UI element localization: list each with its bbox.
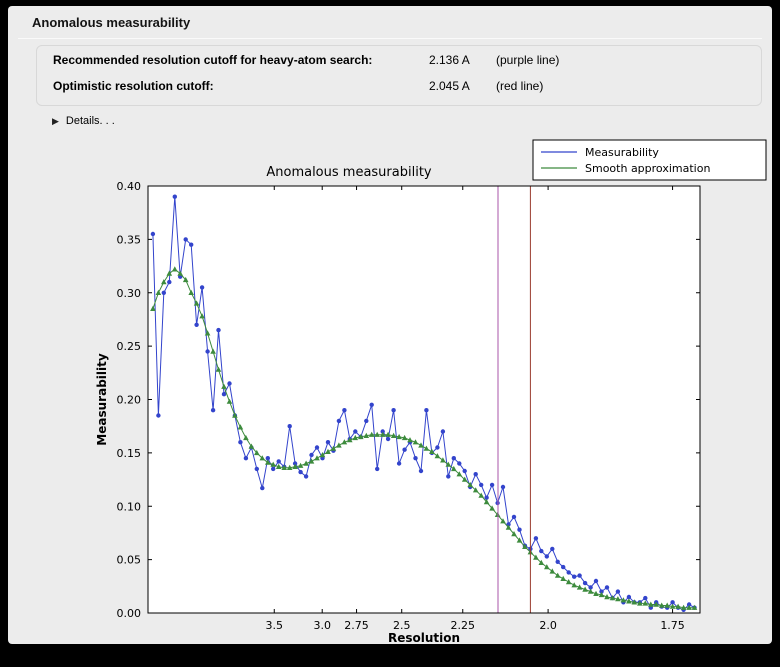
x-axis-label: Resolution bbox=[388, 631, 460, 642]
disclosure-triangle-icon[interactable]: ▶ bbox=[52, 115, 59, 126]
x-tick-label: 2.75 bbox=[344, 619, 369, 632]
recommended-cutoff-note: (purple line) bbox=[496, 53, 560, 67]
x-axis: 3.5 3.0 2.75 2.5 2.25 2.0 1.75 bbox=[266, 186, 685, 632]
y-axis-label: Measurability bbox=[95, 353, 109, 446]
recommended-cutoff-row: Recommended resolution cutoff for heavy-… bbox=[37, 53, 761, 73]
y-axis: 0.00 0.05 0.10 0.15 0.20 0.25 0.30 0.35 0.40 bbox=[117, 180, 700, 620]
y-tick-label: 0.05 bbox=[117, 554, 142, 567]
y-tick-label: 0.15 bbox=[117, 447, 142, 460]
legend-label: Measurability bbox=[585, 146, 659, 159]
chart-legend: Measurability Smooth approximation bbox=[532, 139, 767, 181]
x-tick-label: 1.75 bbox=[660, 619, 685, 632]
panel-title: Anomalous measurability bbox=[32, 15, 191, 30]
optimistic-cutoff-label: Optimistic resolution cutoff: bbox=[53, 79, 214, 93]
y-tick-label: 0.10 bbox=[117, 500, 142, 513]
anomalous-measurability-chart: 0.000.050.100.150.200.250.300.350.403.5 3… bbox=[95, 139, 767, 642]
x-tick-label: 2.5 bbox=[393, 619, 411, 632]
cutoff-info-box: Recommended resolution cutoff for heavy-… bbox=[36, 45, 762, 106]
y-tick-label: 0.00 bbox=[117, 607, 142, 620]
optimistic-cutoff-note: (red line) bbox=[496, 79, 544, 93]
y-tick-label: 0.25 bbox=[117, 340, 142, 353]
series-smooth-approximation bbox=[150, 266, 698, 610]
recommended-cutoff-value: 2.136 A bbox=[429, 53, 470, 67]
x-tick-label: 2.25 bbox=[451, 619, 476, 632]
details-label: Details. . . bbox=[65, 115, 115, 127]
optimistic-cutoff-row: Optimistic resolution cutoff: 2.045 A (r… bbox=[37, 79, 761, 99]
y-tick-label: 0.20 bbox=[117, 394, 142, 407]
y-tick-label: 0.35 bbox=[117, 233, 142, 246]
anomalous-measurability-panel: Anomalous measurability Recommended reso… bbox=[8, 6, 772, 644]
header-divider bbox=[18, 38, 762, 39]
series-measurability bbox=[150, 194, 697, 612]
y-tick-label: 0.30 bbox=[117, 287, 142, 300]
x-tick-label: 3.0 bbox=[313, 619, 331, 632]
y-tick-label: 0.40 bbox=[117, 180, 142, 193]
details-disclosure[interactable]: ▶ Details. . . bbox=[52, 113, 115, 129]
x-tick-label: 3.5 bbox=[266, 619, 284, 632]
optimistic-cutoff-value: 2.045 A bbox=[429, 79, 470, 93]
recommended-cutoff-label: Recommended resolution cutoff for heavy-… bbox=[53, 53, 373, 67]
legend-label: Smooth approximation bbox=[585, 162, 710, 175]
x-tick-label: 2.0 bbox=[539, 619, 557, 632]
plot-area bbox=[148, 186, 700, 613]
chart-title: Anomalous measurability bbox=[266, 165, 432, 180]
